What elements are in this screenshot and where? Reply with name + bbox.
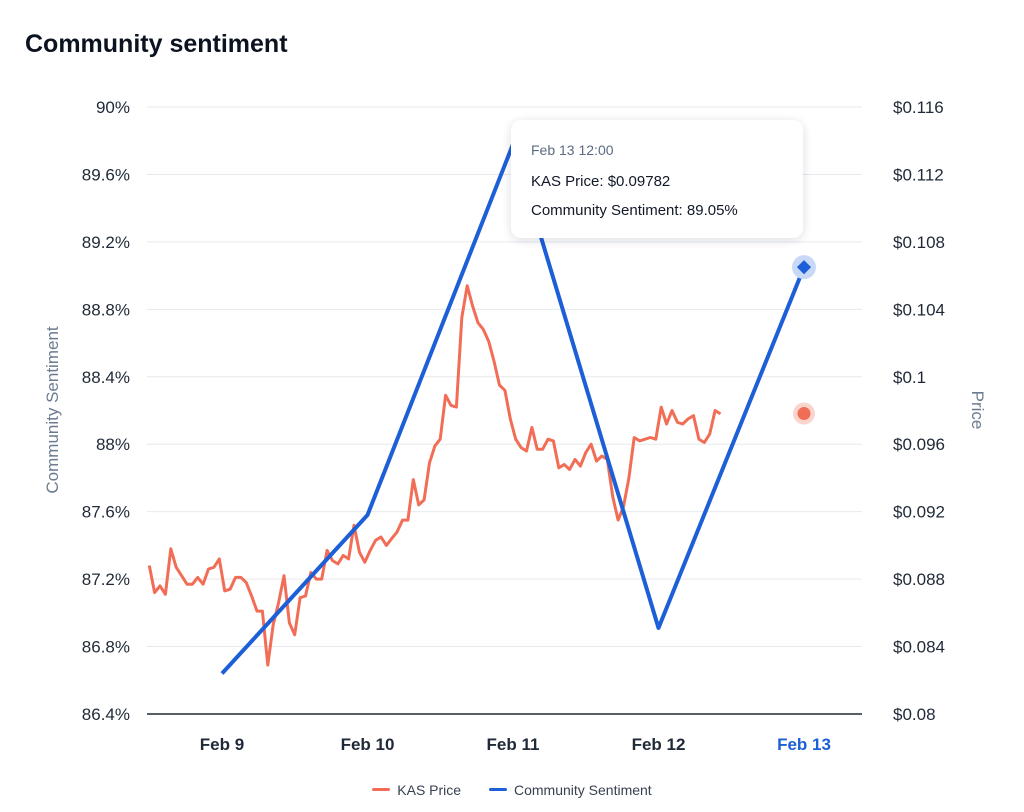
highlight-markers (792, 255, 816, 425)
right-axis-tick: $0.092 (893, 503, 945, 522)
tooltip-price: KAS Price: $0.09782 (531, 173, 671, 190)
right-axis-tick: $0.116 (893, 98, 944, 117)
tooltip-time: Feb 13 12:00 (531, 142, 614, 158)
price-marker (797, 407, 811, 421)
right-axis-title: Price (968, 391, 987, 430)
legend-swatch-community-sentiment (488, 788, 507, 791)
left-axis-tick: 88% (96, 435, 130, 454)
kas-price-line (147, 284, 722, 667)
x-axis-tick: Feb 13 (777, 735, 831, 754)
legend-item-community-sentiment[interactable]: Community Sentiment (488, 781, 652, 798)
right-axis-ticks: $0.116 $0.112 $0.108 $0.104 $0.1 $0.096 $0.092… (893, 98, 945, 724)
left-axis-title: Community Sentiment (43, 326, 62, 494)
right-axis-tick: $0.084 (893, 638, 945, 657)
left-axis-tick: 89.2% (82, 233, 130, 252)
page-title: Community sentiment (25, 30, 288, 58)
x-axis-tick: Feb 12 (632, 735, 686, 754)
right-axis-tick: $0.104 (893, 300, 945, 319)
left-axis-tick: 90% (96, 98, 130, 117)
sentiment-marker (796, 260, 812, 275)
x-axis-tick: Feb 9 (200, 735, 244, 754)
left-axis-tick: 89.6% (82, 165, 130, 184)
x-axis-ticks: Feb 9 Feb 10 Feb 11 Feb 12 Feb 13 (200, 735, 831, 754)
right-axis-tick: $0.112 (893, 165, 944, 184)
tooltip-sentiment: Community Sentiment: 89.05% (531, 202, 738, 219)
left-axis-tick: 87.6% (82, 503, 130, 522)
legend-label: KAS Price (397, 781, 462, 798)
left-axis-tick: 88.4% (82, 368, 130, 387)
legend-item-kas-price[interactable]: KAS Price (372, 782, 461, 798)
right-axis-tick: $0.096 (893, 435, 945, 454)
x-axis-tick: Feb 11 (487, 735, 540, 754)
legend-label: Community Sentiment (513, 781, 652, 798)
left-axis-tick: 86.4% (82, 705, 130, 724)
left-axis-tick: 87.2% (82, 570, 130, 589)
right-axis-tick: $0.1 (893, 368, 926, 387)
left-axis-tick: 86.8% (82, 638, 130, 657)
legend-swatch-kas-price (372, 788, 391, 791)
hover-tooltip: Feb 13 12:00 KAS Price: $0.09782 Communi… (511, 120, 803, 238)
right-axis-tick: $0.088 (893, 570, 945, 589)
x-axis-tick: Feb 10 (341, 735, 395, 754)
left-axis-ticks: 90% 89.6% 89.2% 88.8% 88.4% 88% 87.6% 87.2% 86.8… (82, 98, 130, 724)
right-axis-tick: $0.08 (893, 705, 936, 724)
left-axis-tick: 88.8% (82, 300, 130, 319)
chart-legend: KAS Price Community Sentiment (0, 778, 1024, 798)
right-axis-tick: $0.108 (893, 233, 945, 252)
